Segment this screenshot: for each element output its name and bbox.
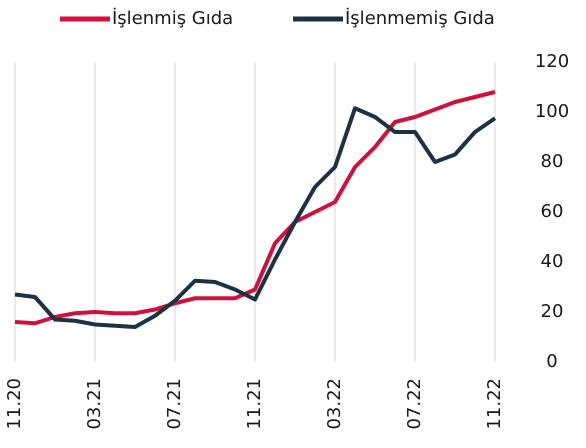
legend-label: İşlenmiş Gıda (112, 8, 233, 29)
y-tick-label: 60 (541, 201, 564, 222)
y-tick-label: 40 (541, 251, 564, 272)
x-tick-label: 03.21 (84, 378, 105, 430)
y-tick-label: 20 (541, 301, 564, 322)
series-line (14, 106, 497, 329)
x-tick-label: 11.21 (244, 378, 265, 430)
y-tick-label: 100 (535, 101, 569, 122)
x-tick-label: 03.22 (324, 378, 345, 430)
x-tick-label: 07.21 (164, 378, 185, 430)
x-tick-label: 07.22 (404, 378, 425, 430)
series-line (14, 90, 496, 326)
legend-label: İşlenmemiş Gıda (345, 8, 495, 29)
x-tick-label: 11.20 (4, 378, 25, 430)
y-tick-label: 120 (535, 51, 569, 72)
x-tick-label: 11.22 (484, 378, 505, 430)
y-tick-label: 80 (541, 151, 564, 172)
y-tick-label: 0 (546, 351, 557, 372)
